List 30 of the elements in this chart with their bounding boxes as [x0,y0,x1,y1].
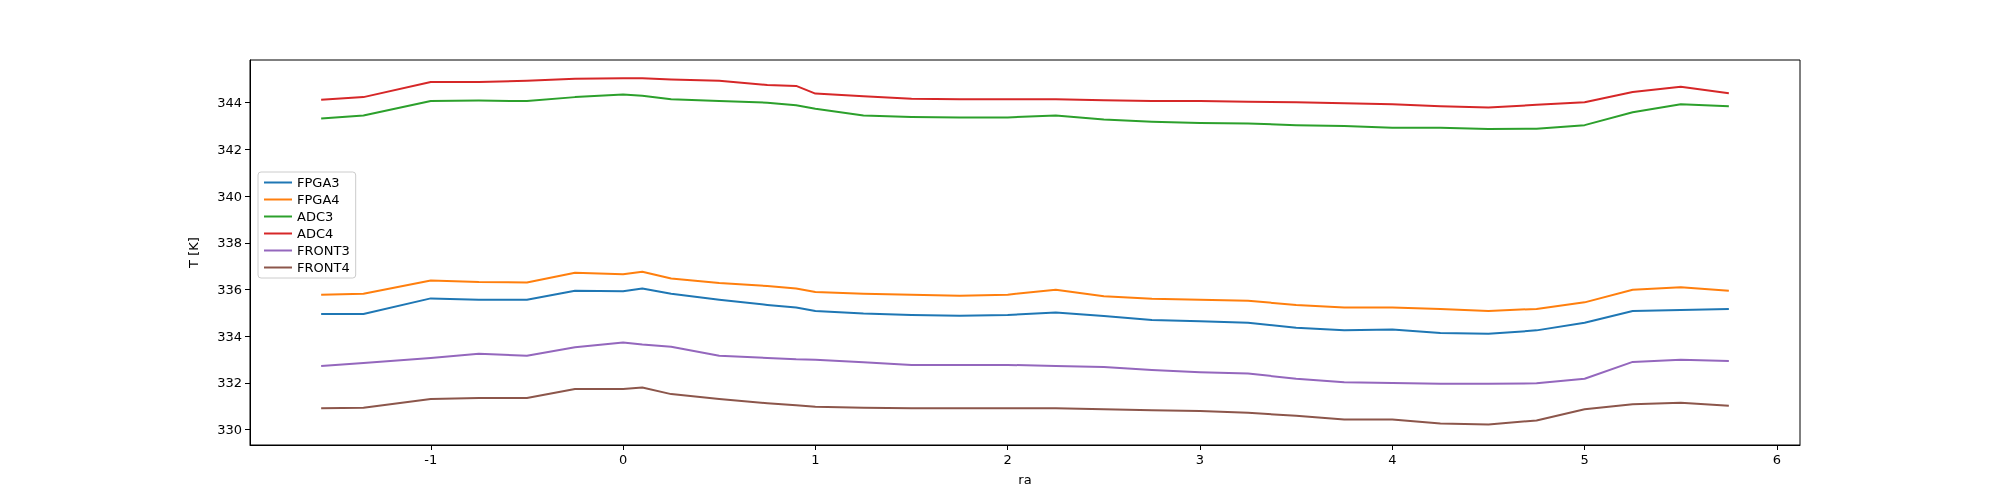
x-tick-label: 1 [811,452,820,467]
line-series [320,386,1730,426]
y-tick-label: 330 [217,422,242,438]
x-tick-label: 2 [1003,452,1012,467]
x-tick-label: 0 [618,452,628,467]
x-tick-label: -1 [424,452,438,467]
legend-label: ADC3 [297,209,334,224]
legend-label: FRONT3 [297,243,350,258]
y-tick-label: 344 [217,95,242,111]
legend-label: FRONT4 [297,260,350,275]
legend-label: FPGA3 [297,175,340,190]
x-axis-title: ra [1018,472,1032,487]
line-series [320,341,1730,385]
y-tick-label: 332 [217,375,242,391]
y-tick-label: 334 [217,328,242,344]
line-series [320,77,1730,109]
x-tick-label: 6 [1772,452,1782,467]
line-series [320,287,1730,335]
x-tick-label: 3 [1195,452,1205,467]
legend-label: ADC4 [297,226,334,241]
y-axis-title: T [K] [186,237,201,269]
x-tick-label: 5 [1580,452,1589,467]
y-tick-label: 342 [217,141,242,157]
line-series [320,270,1730,312]
y-tick-label: 340 [217,188,242,204]
y-tick-label: 336 [217,282,242,298]
line-series [320,93,1730,131]
legend-label: FPGA4 [297,192,340,207]
x-tick-label: 4 [1388,452,1397,467]
y-tick-label: 338 [217,235,242,251]
